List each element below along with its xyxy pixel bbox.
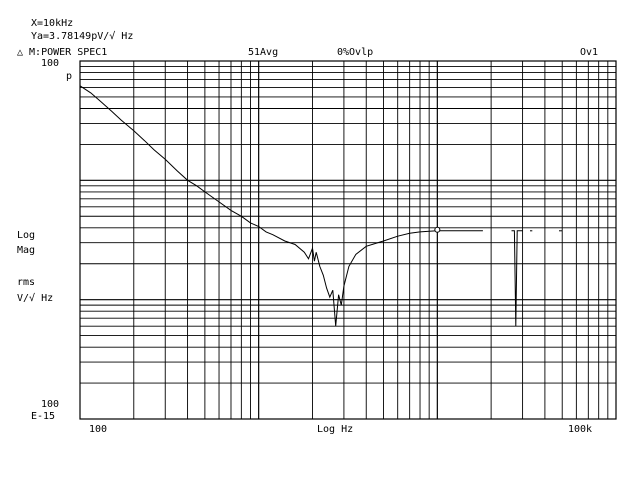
y-label-unit: V/√ Hz <box>17 293 54 304</box>
spectrum-trace-1 <box>79 85 483 327</box>
marker-y-readout: Ya=3.78149pV/√ Hz <box>31 31 134 42</box>
x-right-value: 100k <box>568 424 593 435</box>
y-label-mag: Mag <box>17 245 36 256</box>
trace-label[interactable]: △ M:POWER SPEC1 <box>17 47 108 58</box>
traces <box>79 85 563 327</box>
marker <box>434 226 441 233</box>
y-label-log: Log <box>17 230 36 241</box>
x-left-value: 100 <box>89 424 108 435</box>
averages-readout: 51Avg <box>248 47 279 58</box>
overlap-readout: 0%Ovlp <box>337 47 374 58</box>
overload-flag: Ov1 <box>580 47 599 58</box>
grid <box>80 61 616 419</box>
x-axis-title: Log Hz <box>317 424 354 435</box>
marker-x-readout: X=10kHz <box>31 18 74 29</box>
y-top-value: 100 <box>41 58 60 69</box>
y-bottom-unit: E-15 <box>31 411 56 422</box>
y-top-unit: p <box>66 71 73 82</box>
plot-frame <box>79 60 617 420</box>
y-bottom-value: 100 <box>41 399 60 410</box>
y-label-rms: rms <box>17 277 36 288</box>
spectrum-trace-2 <box>511 230 523 327</box>
marker-point <box>434 226 441 233</box>
